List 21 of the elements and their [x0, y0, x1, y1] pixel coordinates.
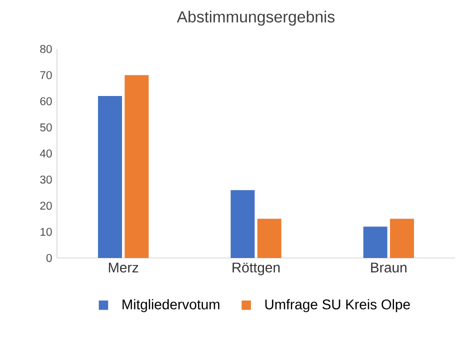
bar: [230, 190, 255, 258]
y-tick-label: 50: [40, 123, 52, 132]
y-tick-label: 70: [40, 71, 52, 80]
y-tick-label: 40: [40, 149, 52, 158]
x-tick-label: Röttgen: [232, 262, 280, 276]
bar: [390, 218, 414, 258]
x-tick-label: Braun: [371, 262, 406, 272]
y-tick-label: 20: [40, 202, 52, 210]
bar: [257, 218, 282, 258]
x-tick-label: Merz: [108, 262, 138, 272]
chart-title: Abstimmungsergebnis: [176, 10, 335, 26]
y-tick-label: 0: [46, 254, 52, 262]
y-tick-label: 10: [40, 228, 52, 236]
bar: [124, 75, 149, 258]
bar: [98, 96, 122, 258]
legend-label: Umfrage SU Kreis Olpe: [265, 299, 410, 312]
legend-label: Mitgliedervotum: [122, 299, 220, 312]
y-tick-label: 80: [40, 45, 52, 54]
y-tick-label: 30: [40, 176, 52, 184]
y-tick-label: 60: [40, 97, 52, 106]
bar: [363, 226, 388, 258]
